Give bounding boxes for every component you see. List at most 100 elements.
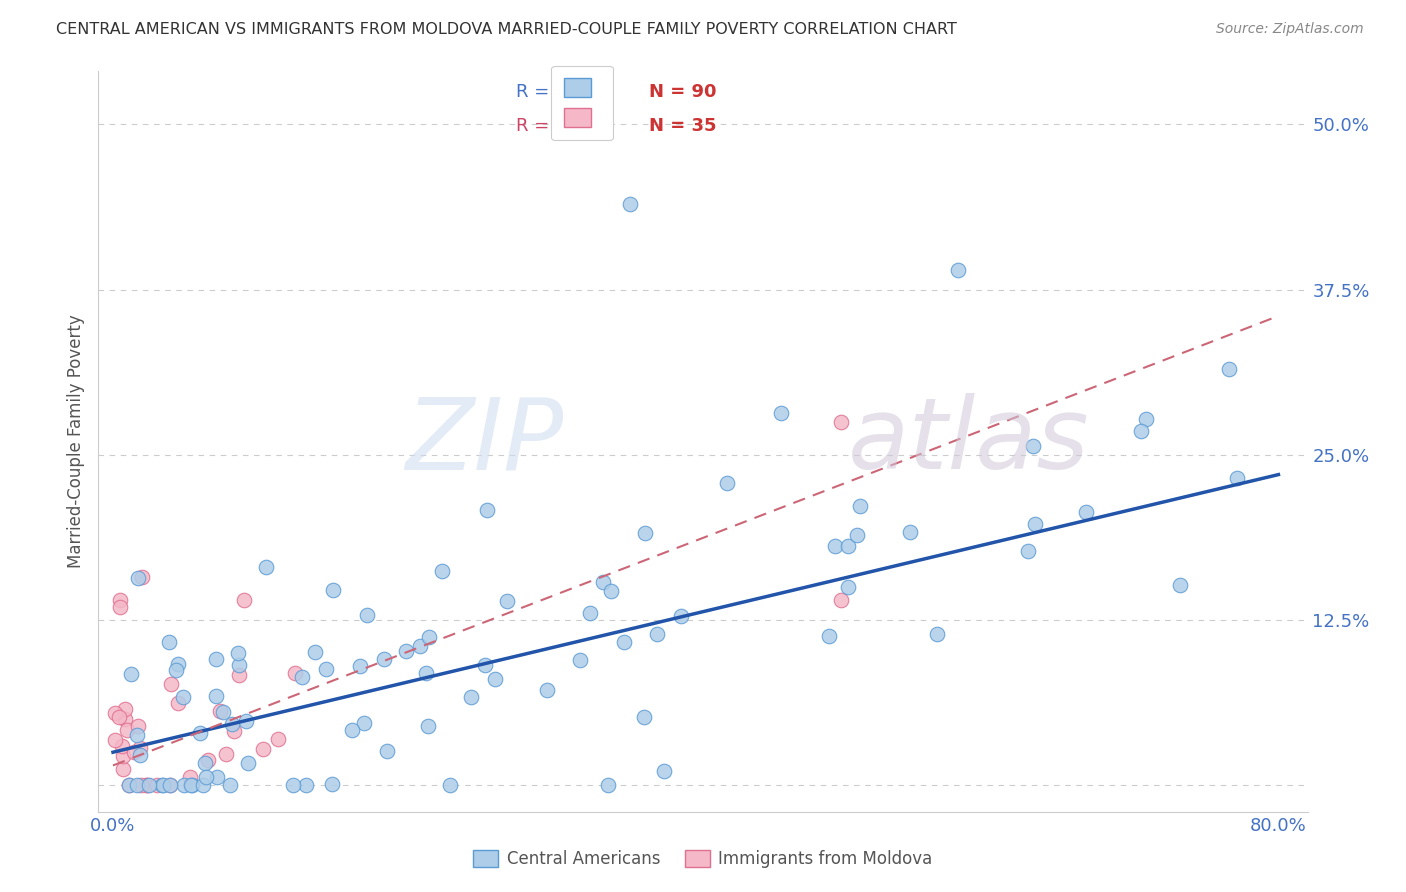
Point <box>1218 362 1240 376</box>
Point <box>322 582 344 597</box>
Point <box>228 667 250 681</box>
Point <box>830 593 852 607</box>
Point <box>1130 424 1153 438</box>
Point <box>167 696 190 710</box>
Point <box>837 539 859 553</box>
Point <box>536 683 558 698</box>
Point <box>111 739 134 753</box>
Legend: , : , <box>551 66 613 140</box>
Point <box>193 778 215 792</box>
Text: R = 0.252: R = 0.252 <box>516 117 606 135</box>
Point <box>152 778 174 792</box>
Point <box>475 503 498 517</box>
Point <box>645 627 668 641</box>
Point <box>353 716 375 731</box>
Point <box>1076 505 1098 519</box>
Point <box>652 764 675 778</box>
Point <box>356 608 378 623</box>
Point <box>108 710 131 724</box>
Point <box>824 539 846 553</box>
Point <box>294 778 316 792</box>
Point <box>228 658 250 673</box>
Point <box>409 639 432 653</box>
Point <box>193 756 215 771</box>
Point <box>195 770 218 784</box>
Point <box>215 747 238 761</box>
Point <box>254 560 277 574</box>
Point <box>579 606 602 620</box>
Point <box>180 778 202 792</box>
Point <box>138 778 160 792</box>
Point <box>592 574 614 589</box>
Point <box>849 499 872 513</box>
Point <box>830 415 852 429</box>
Point <box>128 741 150 756</box>
Point <box>283 665 305 680</box>
Point <box>1135 411 1157 425</box>
Point <box>188 726 211 740</box>
Text: CENTRAL AMERICAN VS IMMIGRANTS FROM MOLDOVA MARRIED-COUPLE FAMILY POVERTY CORREL: CENTRAL AMERICAN VS IMMIGRANTS FROM MOLD… <box>56 22 957 37</box>
Point <box>224 723 246 738</box>
Point <box>900 525 922 540</box>
Point <box>165 663 187 677</box>
Point <box>181 778 204 792</box>
Point <box>769 406 792 420</box>
Point <box>633 525 655 540</box>
Point <box>233 593 256 607</box>
Point <box>1017 544 1039 558</box>
Point <box>125 778 148 792</box>
Point <box>927 627 949 641</box>
Point <box>569 653 592 667</box>
Point <box>218 778 240 792</box>
Legend: Central Americans, Immigrants from Moldova: Central Americans, Immigrants from Moldo… <box>467 843 939 875</box>
Point <box>118 778 141 792</box>
Point <box>304 645 326 659</box>
Point <box>197 753 219 767</box>
Point <box>484 672 506 686</box>
Point <box>238 756 260 770</box>
Point <box>129 778 152 792</box>
Point <box>1226 471 1249 485</box>
Point <box>120 667 142 681</box>
Point <box>474 657 496 672</box>
Point <box>110 599 132 614</box>
Point <box>118 778 141 792</box>
Point <box>267 732 290 747</box>
Point <box>159 677 181 691</box>
Point <box>817 629 839 643</box>
Point <box>321 777 343 791</box>
Point <box>430 564 453 578</box>
Point <box>114 712 136 726</box>
Point <box>112 762 135 776</box>
Point <box>159 778 181 792</box>
Point <box>619 196 641 211</box>
Point <box>179 771 201 785</box>
Point <box>340 723 363 738</box>
Point <box>122 745 145 759</box>
Text: ZIP: ZIP <box>406 393 564 490</box>
Point <box>633 709 655 723</box>
Point <box>669 609 692 624</box>
Point <box>127 719 149 733</box>
Point <box>418 630 440 644</box>
Point <box>418 719 440 733</box>
Point <box>135 778 157 792</box>
Point <box>209 704 232 718</box>
Point <box>291 670 314 684</box>
Point <box>1168 578 1191 592</box>
Point <box>204 652 226 666</box>
Point <box>613 635 636 649</box>
Point <box>716 476 738 491</box>
Text: Source: ZipAtlas.com: Source: ZipAtlas.com <box>1216 22 1364 37</box>
Point <box>135 778 157 792</box>
Point <box>946 262 969 277</box>
Point <box>204 690 226 704</box>
Point <box>110 593 132 607</box>
Y-axis label: Married-Couple Family Poverty: Married-Couple Family Poverty <box>66 315 84 568</box>
Point <box>104 706 127 721</box>
Point <box>1024 516 1046 531</box>
Text: R = 0.482: R = 0.482 <box>516 83 606 102</box>
Text: atlas: atlas <box>848 393 1090 490</box>
Point <box>596 778 619 792</box>
Point <box>394 644 416 658</box>
